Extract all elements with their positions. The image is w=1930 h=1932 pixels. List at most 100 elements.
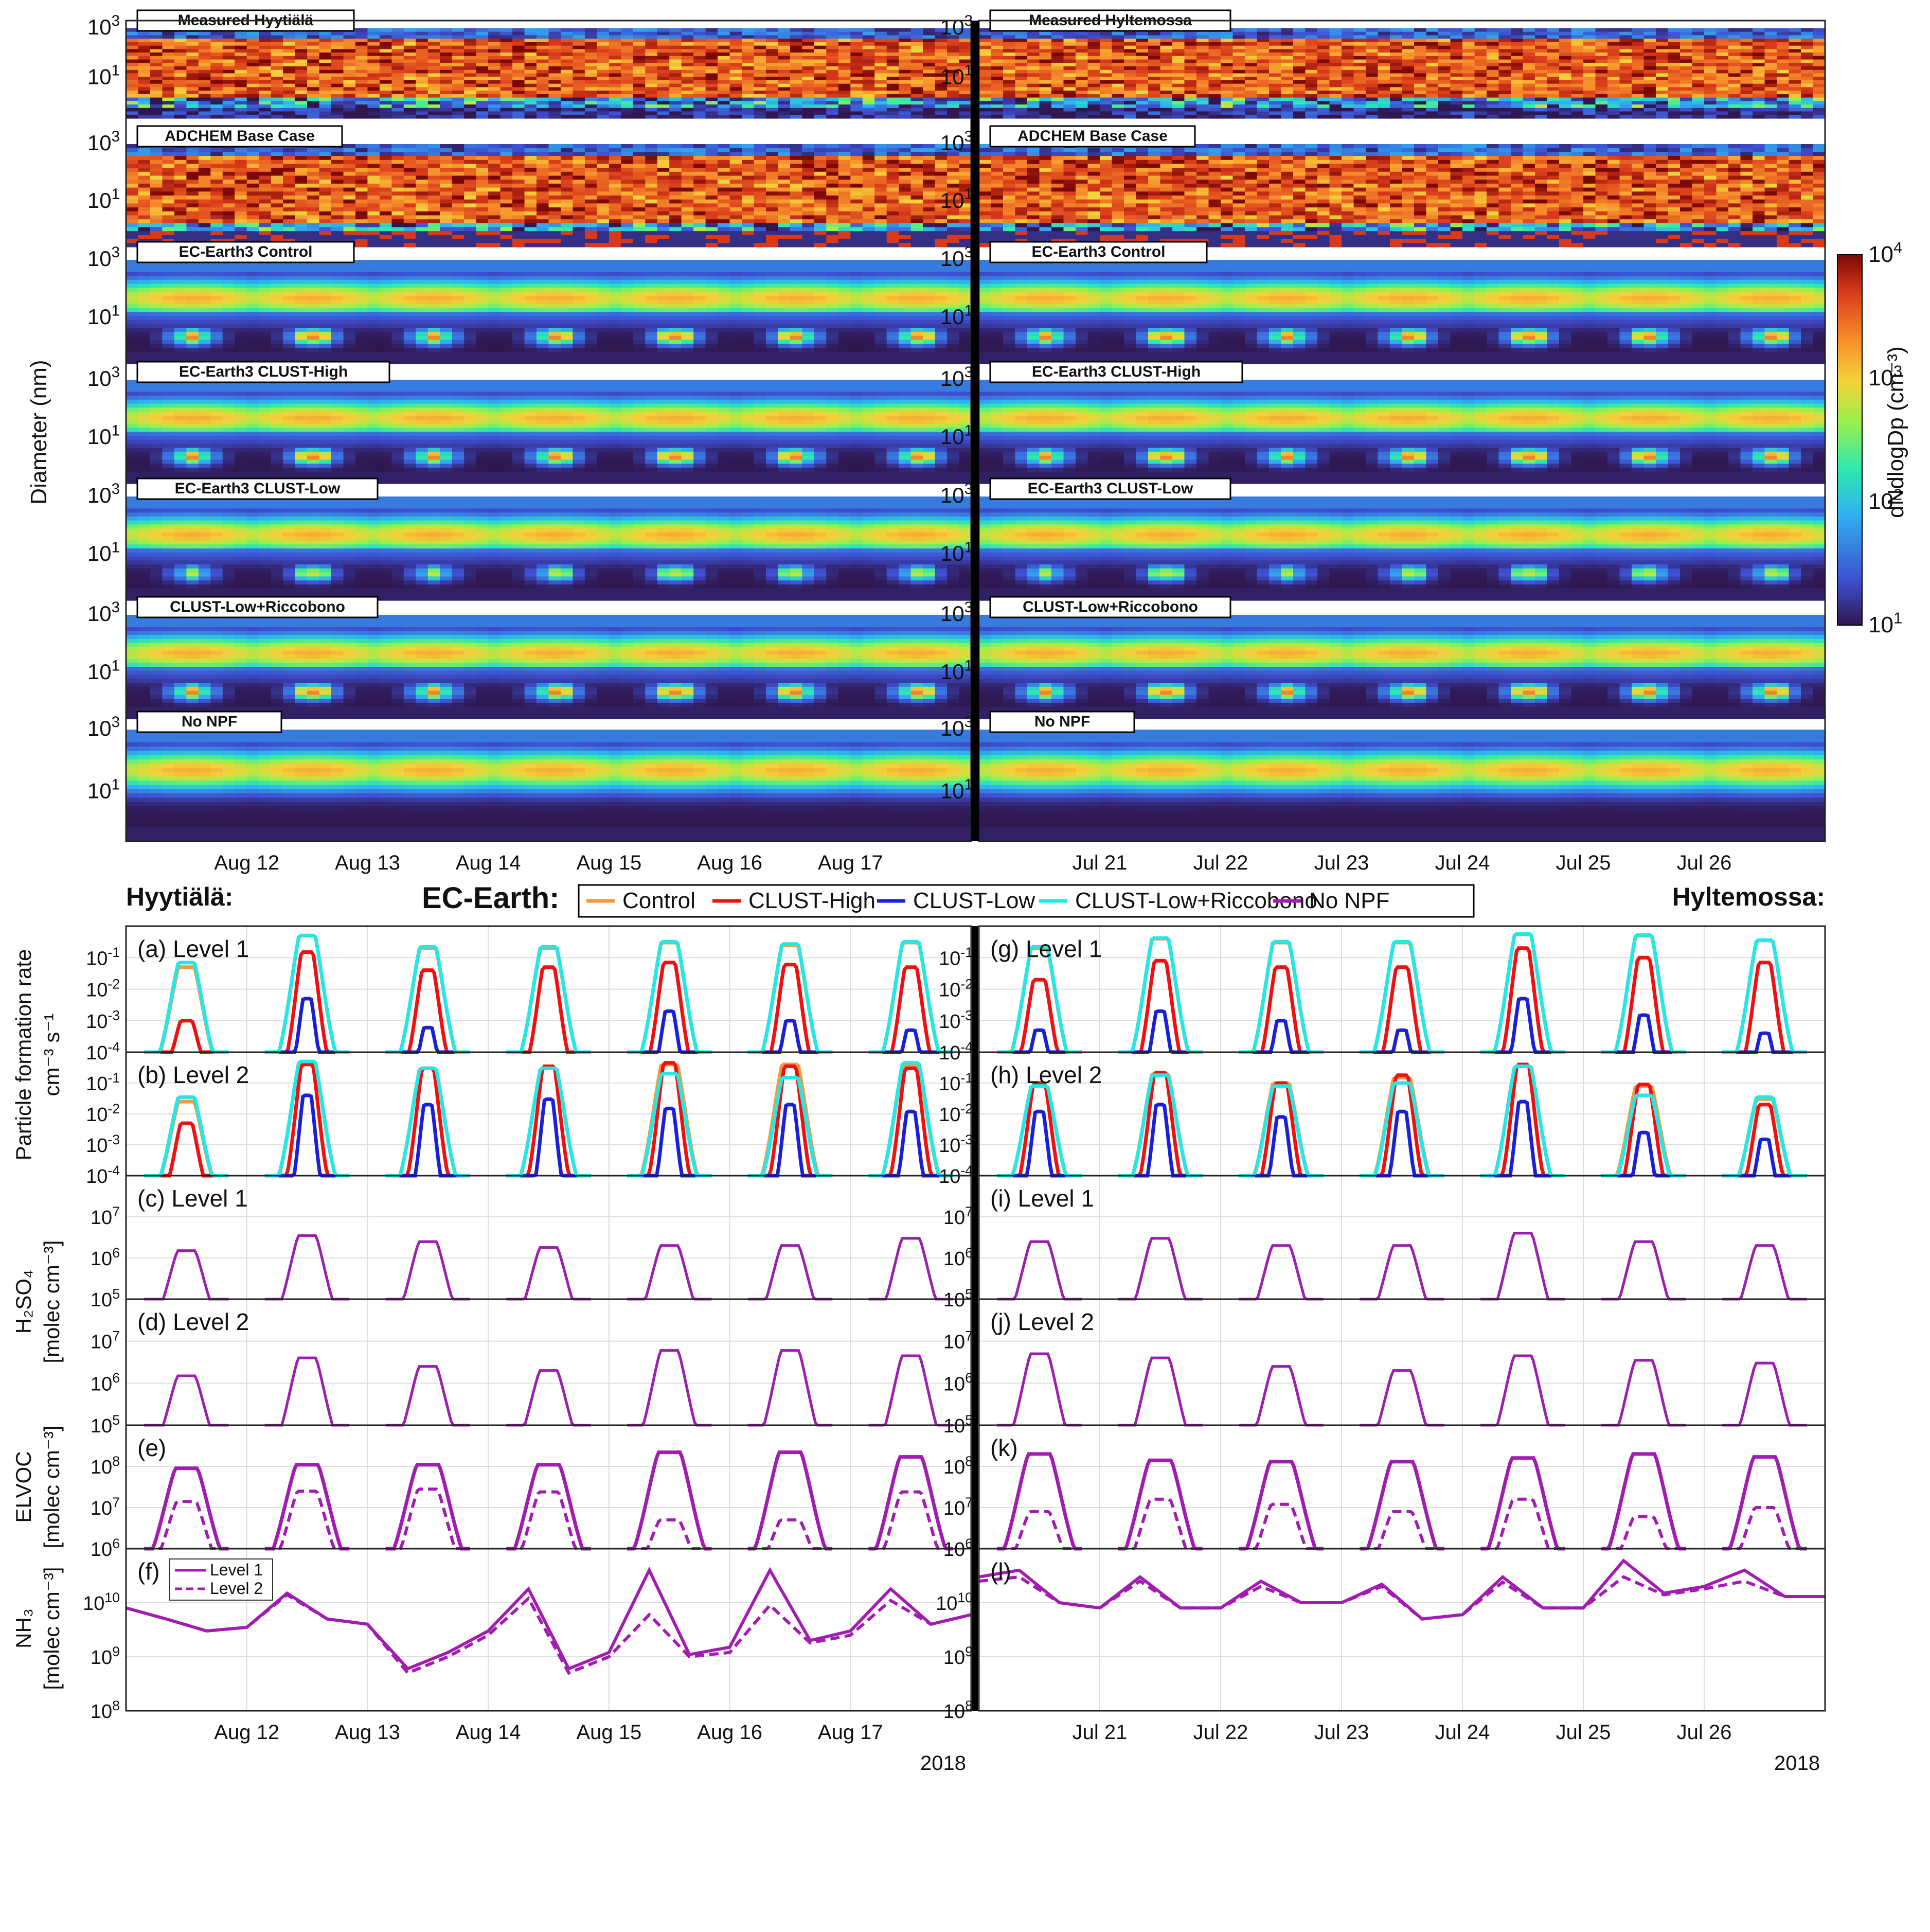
series-line bbox=[627, 1246, 711, 1299]
series-line bbox=[506, 1248, 591, 1299]
series-line bbox=[506, 967, 591, 1052]
series-line bbox=[265, 1358, 349, 1425]
series-line bbox=[1239, 1083, 1324, 1176]
series-line bbox=[1118, 1358, 1203, 1425]
series-line bbox=[748, 944, 832, 1052]
series-line bbox=[1118, 1238, 1203, 1299]
heatmap-ylabel: Diameter (nm) bbox=[26, 360, 51, 504]
series-line bbox=[1722, 1246, 1807, 1299]
heatmap-left-6 bbox=[126, 615, 972, 719]
series-line bbox=[1601, 1242, 1686, 1299]
series-line bbox=[869, 1238, 953, 1299]
series-line bbox=[265, 1358, 349, 1425]
nh3-legend-label: Level 2 bbox=[210, 1579, 263, 1598]
series-line bbox=[1480, 1102, 1565, 1176]
line-ytick: 10-4 bbox=[86, 1163, 120, 1187]
series-line bbox=[1722, 1099, 1807, 1176]
series-line bbox=[1118, 1238, 1203, 1299]
series-line bbox=[1118, 1499, 1203, 1549]
series-line bbox=[265, 1465, 349, 1549]
series-line bbox=[627, 1063, 711, 1176]
series-line bbox=[386, 1242, 470, 1299]
series-line bbox=[506, 1068, 591, 1176]
heatmap-xtick: Aug 16 bbox=[697, 852, 762, 874]
line-ytick: 1010 bbox=[936, 1590, 973, 1615]
series-line bbox=[997, 1354, 1082, 1425]
series-line bbox=[997, 980, 1082, 1052]
heatmap-ytick: 101 bbox=[87, 539, 120, 565]
legend-title: EC-Earth: bbox=[422, 881, 559, 915]
lower-xtick: Jul 24 bbox=[1435, 1721, 1490, 1744]
series-line bbox=[1239, 1367, 1324, 1425]
series-line bbox=[1480, 999, 1565, 1052]
series-line bbox=[1601, 1360, 1686, 1425]
series-line bbox=[1480, 1356, 1565, 1425]
line-panel-frame bbox=[126, 1299, 971, 1425]
line-panel bbox=[979, 1425, 1825, 1549]
series-line bbox=[1239, 967, 1324, 1052]
ylabel-nh3: NH₃ bbox=[11, 1608, 35, 1649]
line-ytick: 10-3 bbox=[86, 1008, 120, 1033]
heatmap-xtick: Jul 26 bbox=[1677, 852, 1732, 874]
series-line bbox=[1239, 1367, 1324, 1425]
line-panel bbox=[126, 1052, 971, 1176]
series-line bbox=[1118, 938, 1203, 1052]
series-line bbox=[748, 1065, 832, 1176]
line-ytick: 109 bbox=[91, 1644, 120, 1669]
series-line bbox=[265, 1236, 349, 1300]
series-line bbox=[869, 1238, 953, 1299]
nh3-legend-label: Level 1 bbox=[210, 1561, 263, 1579]
series-line bbox=[1239, 1246, 1324, 1299]
lower-xtick: Jul 25 bbox=[1556, 1721, 1611, 1744]
series-line bbox=[1239, 1367, 1324, 1425]
series-line bbox=[386, 1027, 470, 1052]
series-line bbox=[265, 999, 349, 1052]
series-line bbox=[1118, 1358, 1203, 1425]
series-line bbox=[386, 1367, 470, 1425]
legend-label: CLUST-Low bbox=[913, 888, 1035, 913]
line-ytick: 106 bbox=[91, 1370, 120, 1395]
heatmap-title: EC-Earth3 CLUST-High bbox=[1032, 363, 1201, 380]
year-label: 2018 bbox=[1774, 1752, 1820, 1775]
series-line bbox=[506, 1248, 591, 1299]
series-line bbox=[265, 1063, 349, 1176]
series-line bbox=[506, 1371, 591, 1425]
series-line bbox=[265, 1061, 349, 1176]
series-line bbox=[1722, 1246, 1807, 1299]
series-line bbox=[1601, 1360, 1686, 1425]
line-panel bbox=[979, 926, 1825, 1052]
series-line bbox=[265, 1236, 349, 1300]
series-line bbox=[748, 1021, 832, 1052]
series-line bbox=[997, 1454, 1082, 1549]
panel-label: (e) bbox=[137, 1434, 166, 1461]
line-panel-frame bbox=[979, 1549, 1825, 1711]
series-line bbox=[1239, 943, 1324, 1052]
heatmap-right-7 bbox=[979, 730, 1826, 841]
heatmap-title: EC-Earth3 Control bbox=[1031, 243, 1165, 260]
heatmap-title: ADCHEM Base Case bbox=[165, 128, 315, 145]
line-ytick: 105 bbox=[91, 1286, 120, 1311]
heatmap-ytick: 103 bbox=[87, 481, 120, 507]
series-line bbox=[386, 1465, 470, 1549]
series-line bbox=[627, 1246, 711, 1299]
series-line bbox=[1601, 1085, 1686, 1176]
series-line bbox=[627, 1011, 711, 1052]
panel-label: (f) bbox=[137, 1558, 159, 1585]
series-line bbox=[997, 1354, 1082, 1425]
line-panel bbox=[126, 1176, 971, 1299]
heatmap-ytick: 101 bbox=[87, 422, 120, 449]
line-ytick: 108 bbox=[91, 1454, 120, 1478]
colorbar-label: dNdlogDp (cm⁻³) bbox=[1883, 346, 1908, 518]
series-line bbox=[1722, 1363, 1807, 1425]
series-line bbox=[506, 1371, 591, 1425]
series-line bbox=[1360, 1111, 1444, 1176]
line-panel-frame bbox=[979, 1176, 1825, 1299]
series-line bbox=[1722, 1363, 1807, 1425]
line-ytick: 10-3 bbox=[939, 1132, 973, 1157]
series-line bbox=[1239, 942, 1324, 1052]
heatmap-ytick: 103 bbox=[87, 12, 120, 39]
heatmap-title: EC-Earth3 CLUST-Low bbox=[1028, 480, 1193, 497]
series-line bbox=[1239, 1367, 1324, 1425]
series-line bbox=[1239, 1086, 1324, 1176]
